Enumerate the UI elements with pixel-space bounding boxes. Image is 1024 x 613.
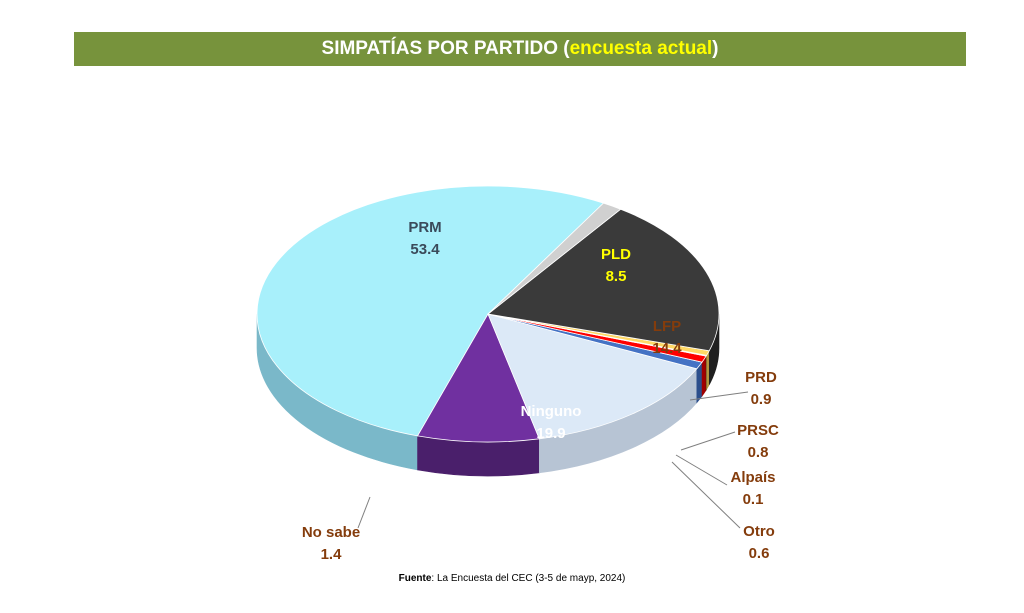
chart-title-highlight: encuesta actual [569, 38, 713, 59]
value-alpais: 0.1 [743, 491, 764, 508]
leader-line-prsc [680, 431, 736, 451]
label-prm: PRM [408, 219, 441, 236]
label-otro: Otro [743, 523, 775, 540]
value-lfp: 14.4 [652, 340, 682, 357]
leader-line-no-sabe [357, 496, 371, 529]
label-alpais: Alpaís [730, 469, 775, 486]
label-ninguno: Ninguno [521, 403, 582, 420]
value-pld: 8.5 [606, 268, 627, 285]
pie-labels: PRM 53.4 PLD 8.5 LFP 14.4 PRD 0.9 PRSC 0.8 Alpaís 0… [302, 219, 779, 563]
pie-slice-prm [256, 185, 605, 437]
value-prsc: 0.8 [748, 444, 769, 461]
label-no-sabe: No sabe [302, 524, 360, 541]
value-prm: 53.4 [410, 241, 440, 258]
leader-line-otro [671, 461, 741, 529]
label-prsc: PRSC [737, 422, 779, 439]
leader-line-alpais [675, 454, 728, 486]
source-note: Fuente: La Encuesta del CEC (3-5 de mayp… [398, 573, 626, 584]
pie-slice-ninguno [487, 208, 720, 352]
pie-slice-lfp [487, 313, 698, 440]
value-prd: 0.9 [751, 391, 772, 408]
pie-slice-no-sabe [487, 202, 622, 315]
pie-side-prsc [701, 355, 707, 398]
label-prd: PRD [745, 369, 777, 386]
value-no-sabe: 1.4 [321, 546, 343, 563]
pie-slice-pld [416, 313, 540, 443]
chart-title: SIMPATÍAS POR PARTIDO (encuesta actual) [321, 38, 719, 59]
pie-side-otro [706, 350, 710, 391]
label-pld: PLD [601, 246, 631, 263]
pie-top [256, 185, 720, 443]
pie-side-walls [256, 313, 720, 477]
chart-title-bar: SIMPATÍAS POR PARTIDO (encuesta actual) [74, 32, 966, 66]
leader-line-prd [689, 391, 749, 401]
value-ninguno: 19.9 [536, 425, 565, 442]
value-otro: 0.6 [749, 545, 770, 562]
label-lfp: LFP [653, 318, 681, 335]
